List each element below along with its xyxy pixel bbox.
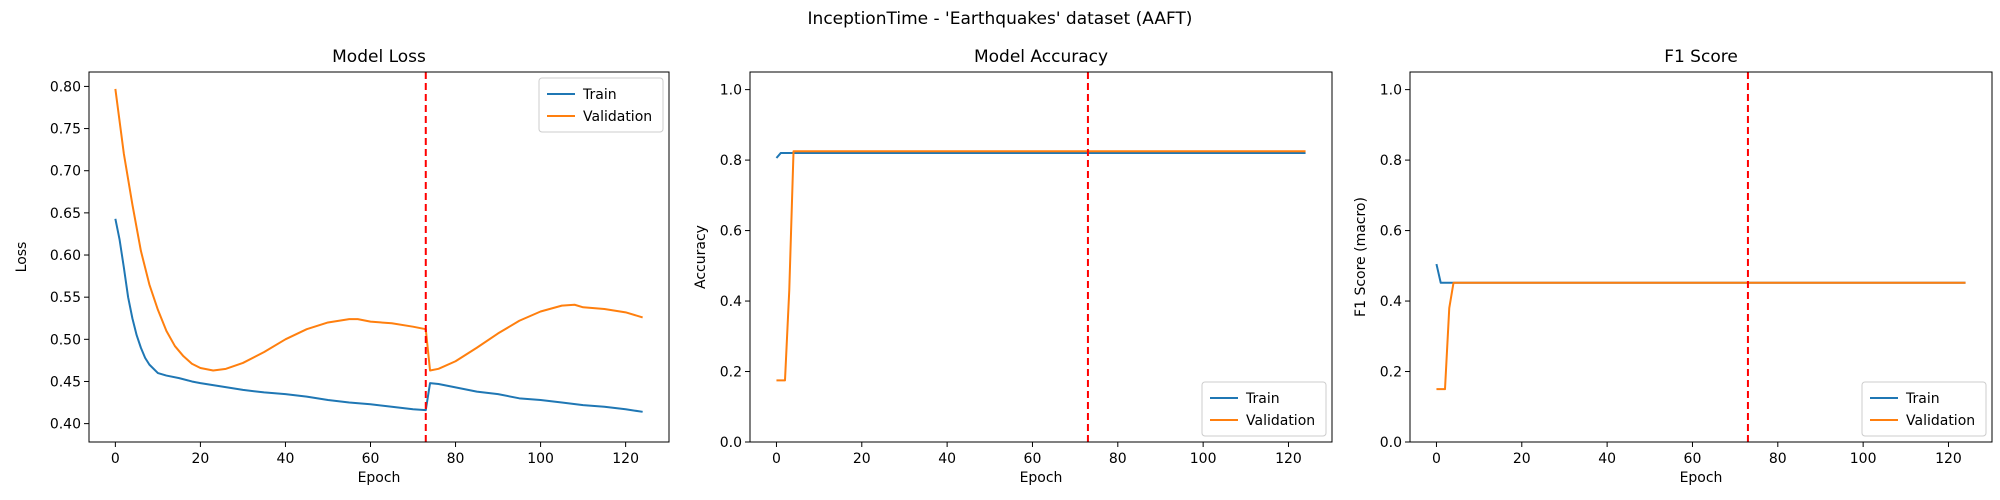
x-tick-label: 40 — [938, 451, 956, 467]
y-tick-label: 0.60 — [50, 248, 81, 264]
y-tick-label: 0.0 — [720, 435, 742, 451]
y-tick-label: 0.6 — [1380, 224, 1402, 240]
y-tick-label: 0.0 — [1380, 435, 1402, 451]
legend-label-train: Train — [1245, 391, 1280, 407]
y-tick-label: 0.4 — [720, 294, 742, 310]
y-tick-label: 0.2 — [1380, 365, 1402, 381]
figure-suptitle: InceptionTime - 'Earthquakes' dataset (A… — [808, 9, 1193, 29]
legend: Train Validation — [538, 77, 664, 133]
subplot-title: F1 Score — [1664, 47, 1738, 67]
series-line-validation — [1436, 281, 1966, 391]
x-tick-label: 100 — [1190, 451, 1217, 467]
y-tick-label: 0.8 — [720, 153, 742, 169]
series-line-validation — [114, 88, 643, 372]
x-tick-label: 40 — [277, 451, 295, 467]
y-tick-label: 0.40 — [50, 417, 81, 433]
x-tick-label: 120 — [1275, 451, 1302, 467]
series-line-train — [775, 152, 1306, 159]
legend-label-train: Train — [582, 87, 617, 103]
legend-label-validation: Validation — [1906, 413, 1975, 429]
y-tick-label: 0.8 — [1380, 153, 1402, 169]
x-tick-label: 0 — [111, 451, 120, 467]
legend: Train Validation — [1861, 381, 1987, 437]
subplot-title: Model Loss — [332, 47, 426, 67]
x-axis-label: Epoch — [1680, 470, 1723, 486]
x-tick-label: 20 — [853, 451, 871, 467]
y-tick-label: 0.2 — [720, 365, 742, 381]
x-tick-label: 80 — [447, 451, 465, 467]
legend-box — [1861, 381, 1987, 437]
x-tick-label: 100 — [1850, 451, 1877, 467]
legend-label-validation: Validation — [583, 109, 652, 125]
subplot-loss: 0 20 40 60 80 100 120 0.40 0.45 0.50 0.55 0.60 0.65 0… — [14, 47, 670, 486]
y-tick-label: 0.45 — [50, 374, 81, 390]
y-tick-label: 0.80 — [50, 79, 81, 95]
plot-frame — [749, 71, 1333, 443]
legend-box — [538, 77, 664, 133]
y-tick-label: 0.6 — [720, 224, 742, 240]
y-axis-label: Loss — [14, 242, 30, 273]
x-tick-label: 80 — [1769, 451, 1787, 467]
x-tick-label: 120 — [612, 451, 639, 467]
series-line-validation — [776, 150, 1306, 382]
subplot-title: Model Accuracy — [974, 47, 1108, 67]
x-tick-label: 20 — [191, 451, 209, 467]
plot-frame — [88, 71, 670, 443]
x-tick-label: 100 — [527, 451, 554, 467]
x-tick-label: 0 — [772, 451, 781, 467]
x-tick-label: 20 — [1513, 451, 1531, 467]
y-tick-label: 0.75 — [50, 122, 81, 138]
legend: Train Validation — [1201, 381, 1327, 437]
y-axis-label: Accuracy — [693, 225, 709, 289]
y-tick-label: 0.55 — [50, 290, 81, 306]
x-tick-label: 60 — [1024, 451, 1042, 467]
subplot-f1: 0 20 40 60 80 100 120 0.0 0.2 0.4 0.6 0.8 1.0 F1 Scor… — [1353, 47, 1993, 486]
plot-frame — [1409, 71, 1993, 443]
series-line-train — [114, 218, 643, 413]
subplot-accuracy: 0 20 40 60 80 100 120 0.0 0.2 0.4 0.6 0.8 1.0 Model A… — [693, 47, 1333, 486]
y-tick-label: 0.4 — [1380, 294, 1402, 310]
legend-box — [1201, 381, 1327, 437]
y-tick-label: 0.50 — [50, 332, 81, 348]
legend-label-train: Train — [1905, 391, 1940, 407]
y-tick-label: 0.65 — [50, 206, 81, 222]
y-tick-label: 1.0 — [1380, 83, 1402, 99]
y-tick-label: 1.0 — [720, 83, 742, 99]
y-tick-label: 0.70 — [50, 164, 81, 180]
x-tick-label: 80 — [1109, 451, 1127, 467]
x-tick-label: 40 — [1598, 451, 1616, 467]
x-axis-label: Epoch — [358, 470, 401, 486]
x-axis-label: Epoch — [1020, 470, 1063, 486]
x-tick-label: 120 — [1935, 451, 1962, 467]
legend-label-validation: Validation — [1246, 413, 1315, 429]
y-axis-label: F1 Score (macro) — [1353, 197, 1369, 317]
x-tick-label: 60 — [1684, 451, 1702, 467]
x-tick-label: 0 — [1432, 451, 1441, 467]
x-tick-label: 60 — [362, 451, 380, 467]
